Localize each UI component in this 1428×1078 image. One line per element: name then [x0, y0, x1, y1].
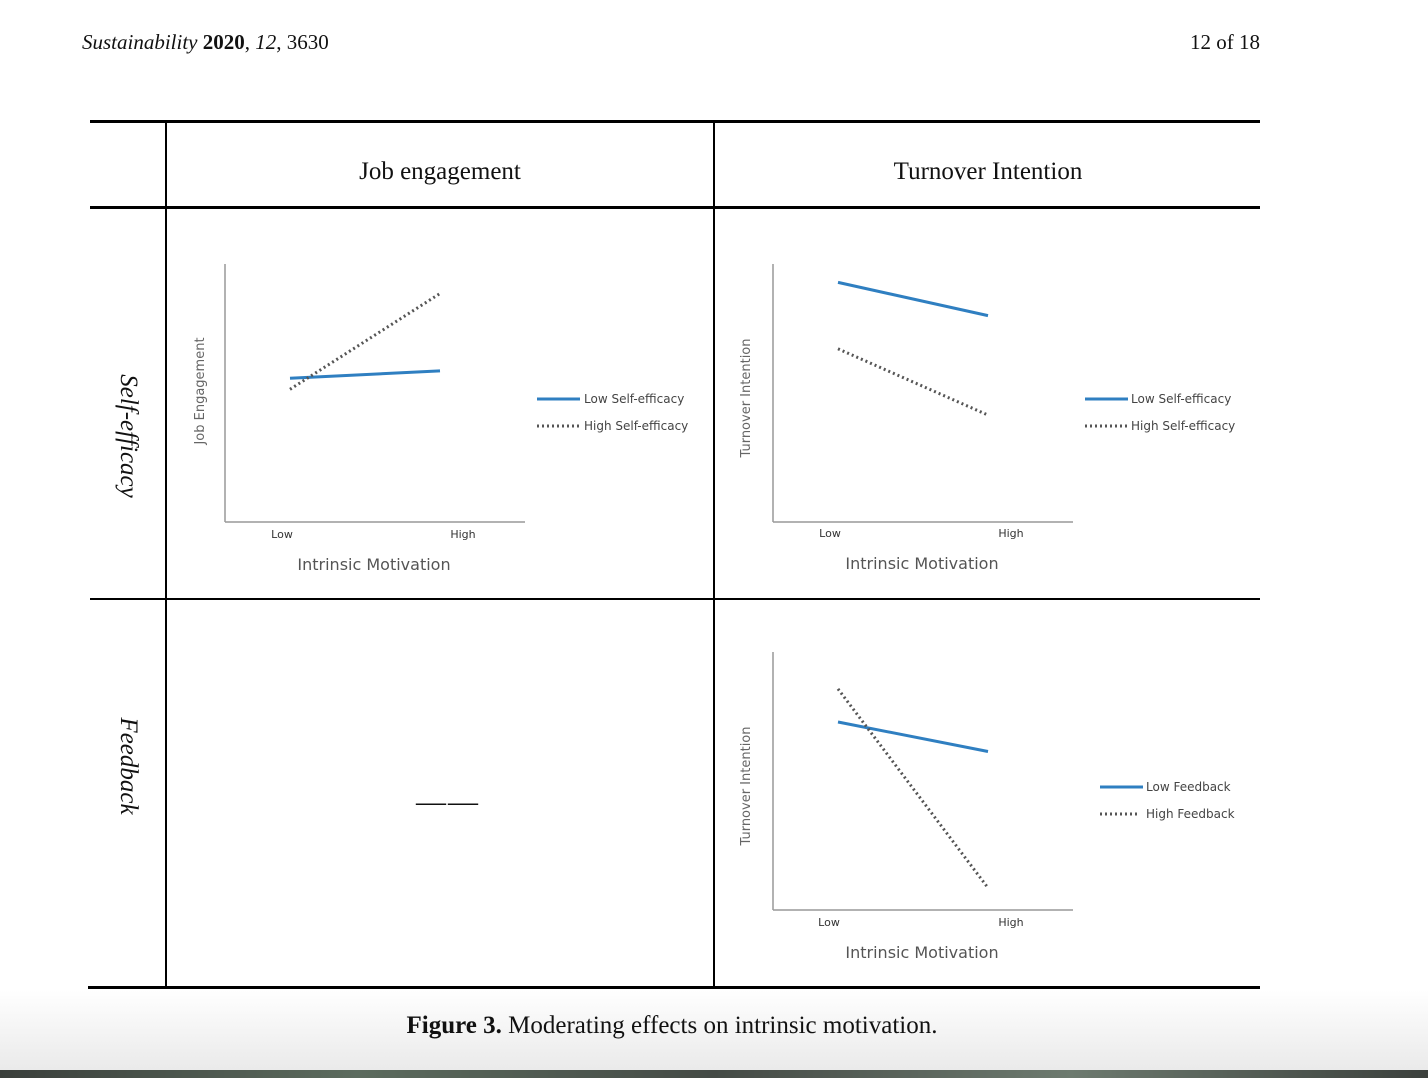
chart-1-svg: Low High Intrinsic Motivation Job Engage… [193, 264, 688, 574]
chart-3-legend-label-low: Low Feedback [1146, 780, 1231, 794]
chart-1-x-tick-low: Low [271, 528, 293, 541]
chart-2-svg: Low High Intrinsic Motivation Turnover I… [739, 264, 1235, 573]
row-heading-feedback: Feedback [115, 717, 142, 815]
article-number: 3630 [286, 30, 329, 54]
chart-self-efficacy-job-engagement: Low High Intrinsic Motivation Job Engage… [180, 240, 710, 590]
viewer-bottom-shade [0, 990, 1428, 1070]
chart-feedback-turnover-intention: Low High Intrinsic Motivation Turnover I… [728, 628, 1258, 978]
chart-2-x-tick-high: High [998, 527, 1023, 540]
chart-3-series-high-feedback-line [836, 687, 990, 889]
figure-caption: Figure 3. Moderating effects on intrinsi… [0, 1012, 1344, 1040]
journal-name: Sustainability [82, 30, 198, 54]
figure-caption-label: Figure 3. [406, 1012, 502, 1039]
chart-2-legend-label-high: High Self-efficacy [1131, 419, 1235, 433]
chart-3-x-tick-high: High [998, 916, 1023, 929]
table-stub-divider [165, 120, 167, 988]
chart-1-legend-label-high: High Self-efficacy [584, 419, 688, 433]
figure-caption-text: Moderating effects on intrinsic motivati… [508, 1012, 938, 1039]
chart-3-series-low-feedback-line [837, 720, 989, 753]
chart-self-efficacy-turnover-intention: Low High Intrinsic Motivation Turnover I… [728, 240, 1258, 590]
column-heading-job-engagement: Job engagement [359, 158, 521, 185]
chart-2-x-axis-label: Intrinsic Motivation [845, 554, 998, 573]
table-bottom-rule [88, 986, 1260, 989]
chart-2-legend-label-low: Low Self-efficacy [1131, 392, 1231, 406]
chart-2-series-high-self-efficacy-line [837, 347, 989, 417]
chart-1-y-axis-label: Job Engagement [193, 337, 208, 445]
table-row-divider [90, 598, 1260, 600]
chart-1-x-tick-high: High [450, 528, 475, 541]
table-header-rule [90, 206, 1260, 209]
viewer-bottom-bar [0, 1070, 1428, 1078]
chart-3-y-axis-label: Turnover Intention [739, 727, 754, 847]
chart-1-series-low-self-efficacy-line [289, 369, 441, 380]
chart-2-series-low-self-efficacy-line [837, 280, 989, 318]
chart-2-y-axis-label: Turnover Intention [739, 339, 754, 459]
table-column-divider [713, 120, 715, 988]
chart-3-x-tick-low: Low [818, 916, 840, 929]
chart-1-legend-label-low: Low Self-efficacy [584, 392, 684, 406]
journal-year: 2020 [202, 30, 245, 54]
chart-3-x-axis-label: Intrinsic Motivation [845, 943, 998, 962]
chart-2-x-tick-low: Low [819, 527, 841, 540]
chart-3-legend-label-high: High Feedback [1146, 807, 1235, 821]
row-heading-self-efficacy: Self-efficacy [115, 374, 142, 498]
running-header-citation: Sustainability 2020, 12, 3630 [82, 30, 329, 54]
chart-3-svg: Low High Intrinsic Motivation Turnover I… [739, 652, 1235, 962]
page-number: 12 of 18 [1190, 30, 1260, 54]
table-top-rule [90, 120, 1260, 123]
empty-cell-marker: —— [416, 785, 480, 818]
journal-volume: 12 [255, 30, 277, 54]
column-heading-turnover-intention: Turnover Intention [893, 158, 1083, 185]
chart-1-x-axis-label: Intrinsic Motivation [297, 555, 450, 574]
